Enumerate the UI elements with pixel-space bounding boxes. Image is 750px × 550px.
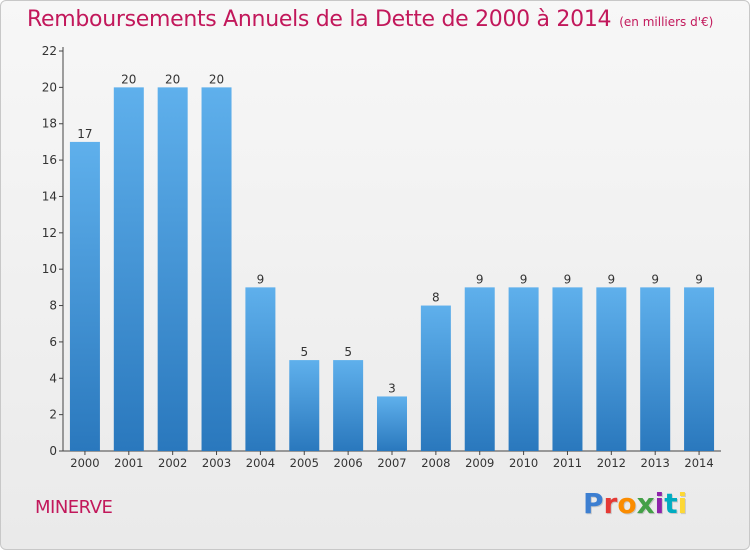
bar [420, 305, 451, 451]
bar [684, 287, 715, 451]
y-tick-label: 18 [42, 117, 57, 131]
logo-letter: P [583, 487, 604, 520]
x-tick-label: 2005 [290, 456, 319, 470]
logo-letter: x [636, 487, 655, 520]
bar [69, 141, 100, 451]
x-tick-label: 2007 [377, 456, 406, 470]
bar [201, 87, 232, 451]
data-label: 20 [209, 72, 224, 86]
data-label: 5 [300, 345, 308, 359]
x-tick-label: 2003 [202, 456, 231, 470]
bar [289, 360, 320, 451]
x-tick-label: 2000 [70, 456, 99, 470]
bar [596, 287, 627, 451]
logo-letter: i [654, 487, 665, 520]
logo-letter: r [603, 487, 618, 520]
x-tick-label: 2006 [333, 456, 362, 470]
data-label: 9 [695, 272, 703, 286]
chart-bars [69, 87, 715, 451]
data-label: 9 [564, 272, 572, 286]
y-tick-label: 8 [49, 299, 57, 313]
bar [157, 87, 188, 451]
data-label: 9 [651, 272, 659, 286]
x-tick-label: 2002 [158, 456, 187, 470]
bar [508, 287, 539, 451]
y-tick-label: 12 [42, 226, 57, 240]
chart-axes: 0 2 4 6 8 10 12 14 16 18 20 22 2000 2001 2002 2003 2004 2… [42, 44, 721, 470]
bar [113, 87, 144, 451]
y-tick-label: 4 [49, 371, 57, 385]
logo-letter: t [664, 487, 678, 520]
data-label: 9 [476, 272, 484, 286]
bar [245, 287, 276, 451]
x-tick-label: 2014 [684, 456, 713, 470]
x-tick-label: 2009 [465, 456, 494, 470]
y-tick-label: 2 [49, 408, 57, 422]
data-label: 20 [121, 72, 136, 86]
data-label: 5 [344, 345, 352, 359]
y-tick-label: 14 [42, 189, 57, 203]
bar [464, 287, 495, 451]
chart-title-text: Remboursements Annuels de la Dette de 20… [27, 7, 612, 32]
chart-data-labels: 17 20 20 20 9 5 5 3 8 9 9 9 9 9 9 [77, 72, 703, 395]
data-label: 9 [608, 272, 616, 286]
x-tick-label: 2010 [509, 456, 538, 470]
data-label: 8 [432, 291, 440, 305]
y-tick-label: 16 [42, 153, 57, 167]
bar [333, 360, 364, 451]
y-tick-label: 22 [42, 44, 57, 58]
chart-title: Remboursements Annuels de la Dette de 20… [27, 7, 713, 32]
data-label: 9 [257, 272, 265, 286]
bar [377, 396, 407, 451]
bar [640, 287, 671, 451]
x-tick-label: 2012 [597, 456, 626, 470]
chart-unit: (en milliers d'€) [619, 15, 714, 29]
y-tick-label: 6 [49, 335, 57, 349]
data-label: 20 [165, 72, 180, 86]
bar [552, 287, 583, 451]
data-label: 17 [77, 127, 92, 141]
commune-name: MINERVE [35, 497, 113, 518]
x-tick-label: 2013 [641, 456, 670, 470]
x-tick-label: 2008 [421, 456, 450, 470]
y-tick-label: 10 [42, 262, 57, 276]
proxiti-logo: Proxiti [583, 487, 687, 520]
y-tick-label: 20 [42, 80, 57, 94]
data-label: 9 [520, 272, 528, 286]
data-label: 3 [388, 381, 396, 395]
logo-letter: o [617, 487, 637, 520]
x-tick-label: 2004 [246, 456, 275, 470]
x-tick-label: 2011 [553, 456, 582, 470]
logo-letter: i [677, 487, 688, 520]
x-tick-label: 2001 [114, 456, 143, 470]
y-tick-label: 0 [49, 444, 57, 458]
